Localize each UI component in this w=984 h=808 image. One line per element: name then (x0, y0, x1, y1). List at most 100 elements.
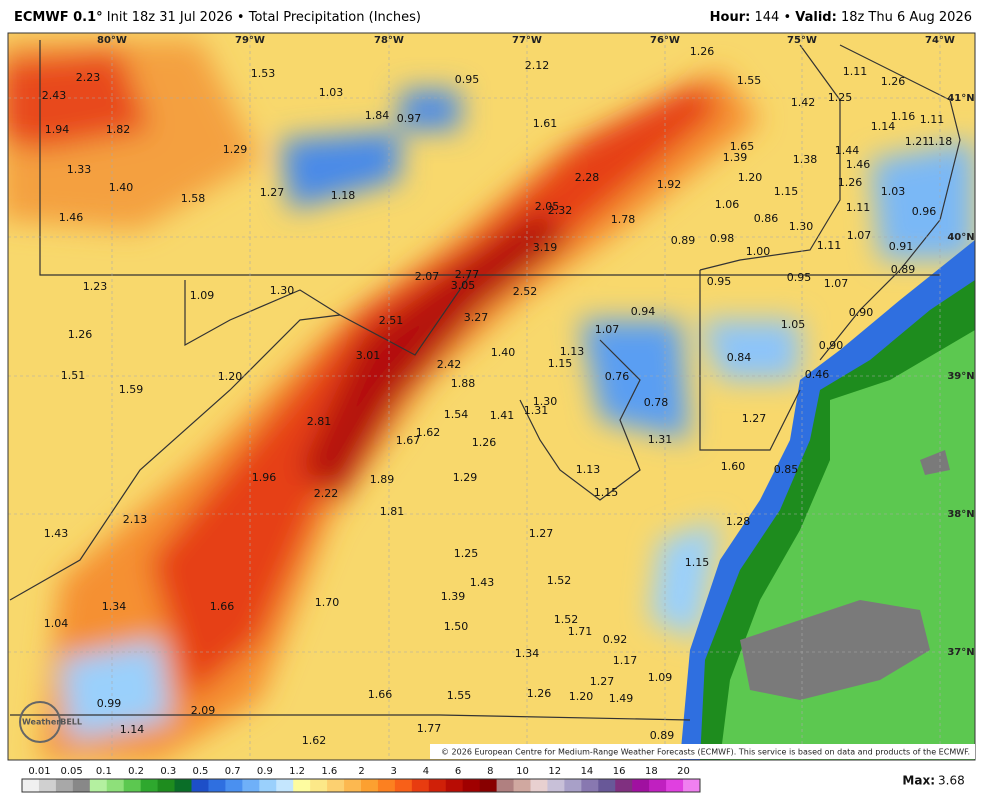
legend-label: 0.9 (257, 766, 273, 777)
precip-value: 0.86 (754, 212, 779, 225)
legend-swatch (479, 779, 498, 792)
precip-value: 1.49 (609, 692, 634, 705)
legend-label: 4 (423, 766, 429, 777)
precip-value: 1.07 (847, 229, 872, 242)
precip-value: 1.78 (611, 213, 636, 226)
precip-value: 2.12 (525, 59, 550, 72)
legend-swatch (428, 779, 447, 792)
legend-swatch (598, 779, 616, 792)
precip-value: 0.89 (650, 729, 675, 742)
precip-value: 1.43 (470, 576, 495, 589)
legend-swatch (208, 779, 226, 792)
legend-swatch (581, 779, 599, 792)
precip-value: 1.82 (106, 123, 131, 136)
precip-value: 1.42 (791, 96, 816, 109)
precip-value: 1.28 (726, 515, 751, 528)
precip-value: 1.62 (416, 426, 441, 439)
precip-value: 1.15 (594, 486, 619, 499)
precip-value: 0.94 (631, 305, 656, 318)
precip-value: 1.26 (472, 436, 497, 449)
precip-value: 1.21 (905, 135, 930, 148)
legend-label: 1.6 (321, 766, 337, 777)
precip-value: 1.26 (838, 176, 863, 189)
precip-value: 1.13 (576, 463, 601, 476)
legend-swatch (394, 779, 413, 792)
precip-value: 1.88 (451, 377, 476, 390)
legend-swatch (242, 779, 260, 792)
precip-value: 1.20 (738, 171, 763, 184)
precip-value: 1.07 (824, 277, 849, 290)
legend-label: 12 (548, 766, 561, 777)
legend-swatch (683, 779, 701, 792)
precip-value: 1.00 (746, 245, 771, 258)
precip-value: 1.40 (109, 181, 134, 194)
precip-value: 1.61 (533, 117, 558, 130)
precip-value: 1.96 (252, 471, 277, 484)
precip-value: 1.59 (119, 383, 144, 396)
legend-swatch (174, 779, 192, 792)
precip-value: 0.91 (889, 240, 914, 253)
precip-value: 1.30 (270, 284, 295, 297)
precip-value: 1.18 (928, 135, 953, 148)
precip-value: 2.09 (191, 704, 216, 717)
precip-value: 1.84 (365, 109, 390, 122)
precip-value: 1.26 (68, 328, 93, 341)
longitude-label: 77°W (512, 35, 542, 46)
legend-swatch (38, 779, 57, 792)
precip-value: 0.92 (603, 633, 628, 646)
legend-swatch (123, 779, 142, 792)
legend-swatch (55, 779, 74, 792)
precip-value: 1.30 (533, 395, 558, 408)
precip-value: 0.90 (849, 306, 874, 319)
legend-swatch (513, 779, 531, 792)
precip-value: 1.27 (529, 527, 554, 540)
longitude-label: 76°W (650, 35, 680, 46)
precip-value: 0.84 (727, 351, 752, 364)
precip-value: 0.89 (891, 263, 916, 276)
max-label: Max: (902, 774, 935, 788)
longitude-label: 80°W (97, 35, 127, 46)
precip-value: 1.25 (828, 91, 853, 104)
precip-value: 1.30 (789, 220, 814, 233)
precip-value: 1.13 (560, 345, 585, 358)
precip-value: 1.46 (59, 211, 84, 224)
precip-value: 1.14 (871, 120, 896, 133)
logo: WeatherBELL (22, 718, 82, 727)
precip-value: 1.34 (515, 647, 540, 660)
hour-label: Hour: (709, 10, 751, 25)
legend-swatch (411, 779, 430, 792)
legend-swatch (361, 779, 379, 792)
precip-value: 1.11 (920, 113, 945, 126)
precip-value: 1.09 (648, 671, 673, 684)
precip-value: 1.31 (524, 404, 549, 417)
legend-label: 20 (677, 766, 690, 777)
precip-value: 1.27 (742, 412, 767, 425)
precip-value: 1.55 (737, 74, 762, 87)
precip-value: 0.78 (644, 396, 669, 409)
precip-value: 0.90 (819, 339, 844, 352)
legend-label: 18 (645, 766, 658, 777)
precip-value: 2.43 (42, 89, 67, 102)
precip-field (8, 33, 975, 760)
legend-swatch (22, 779, 40, 792)
precip-value: 1.07 (595, 323, 620, 336)
header-right: Hour: 144 • Valid: 18z Thu 6 Aug 2026 (710, 10, 972, 25)
precip-value: 2.77 (455, 268, 480, 281)
latitude-label: 40°N (947, 232, 974, 243)
precip-value: 1.27 (260, 186, 285, 199)
copyright: © 2026 European Centre for Medium-Range … (441, 748, 970, 757)
precip-value: 1.52 (554, 613, 579, 626)
precip-value: 1.89 (370, 473, 395, 486)
latitude-label: 41°N (947, 93, 974, 104)
precip-value: 1.03 (319, 86, 344, 99)
precip-value: 0.98 (710, 232, 735, 245)
precip-value: 1.29 (223, 143, 248, 156)
legend-label: 0.05 (61, 766, 83, 777)
legend-swatch (547, 779, 565, 792)
precip-value: 2.05 (535, 200, 560, 213)
legend-label: 0.1 (96, 766, 112, 777)
precip-value: 1.26 (527, 687, 552, 700)
precip-value: 1.04 (44, 617, 69, 630)
precip-value: 0.89 (671, 234, 696, 247)
precip-value: 1.50 (444, 620, 469, 633)
